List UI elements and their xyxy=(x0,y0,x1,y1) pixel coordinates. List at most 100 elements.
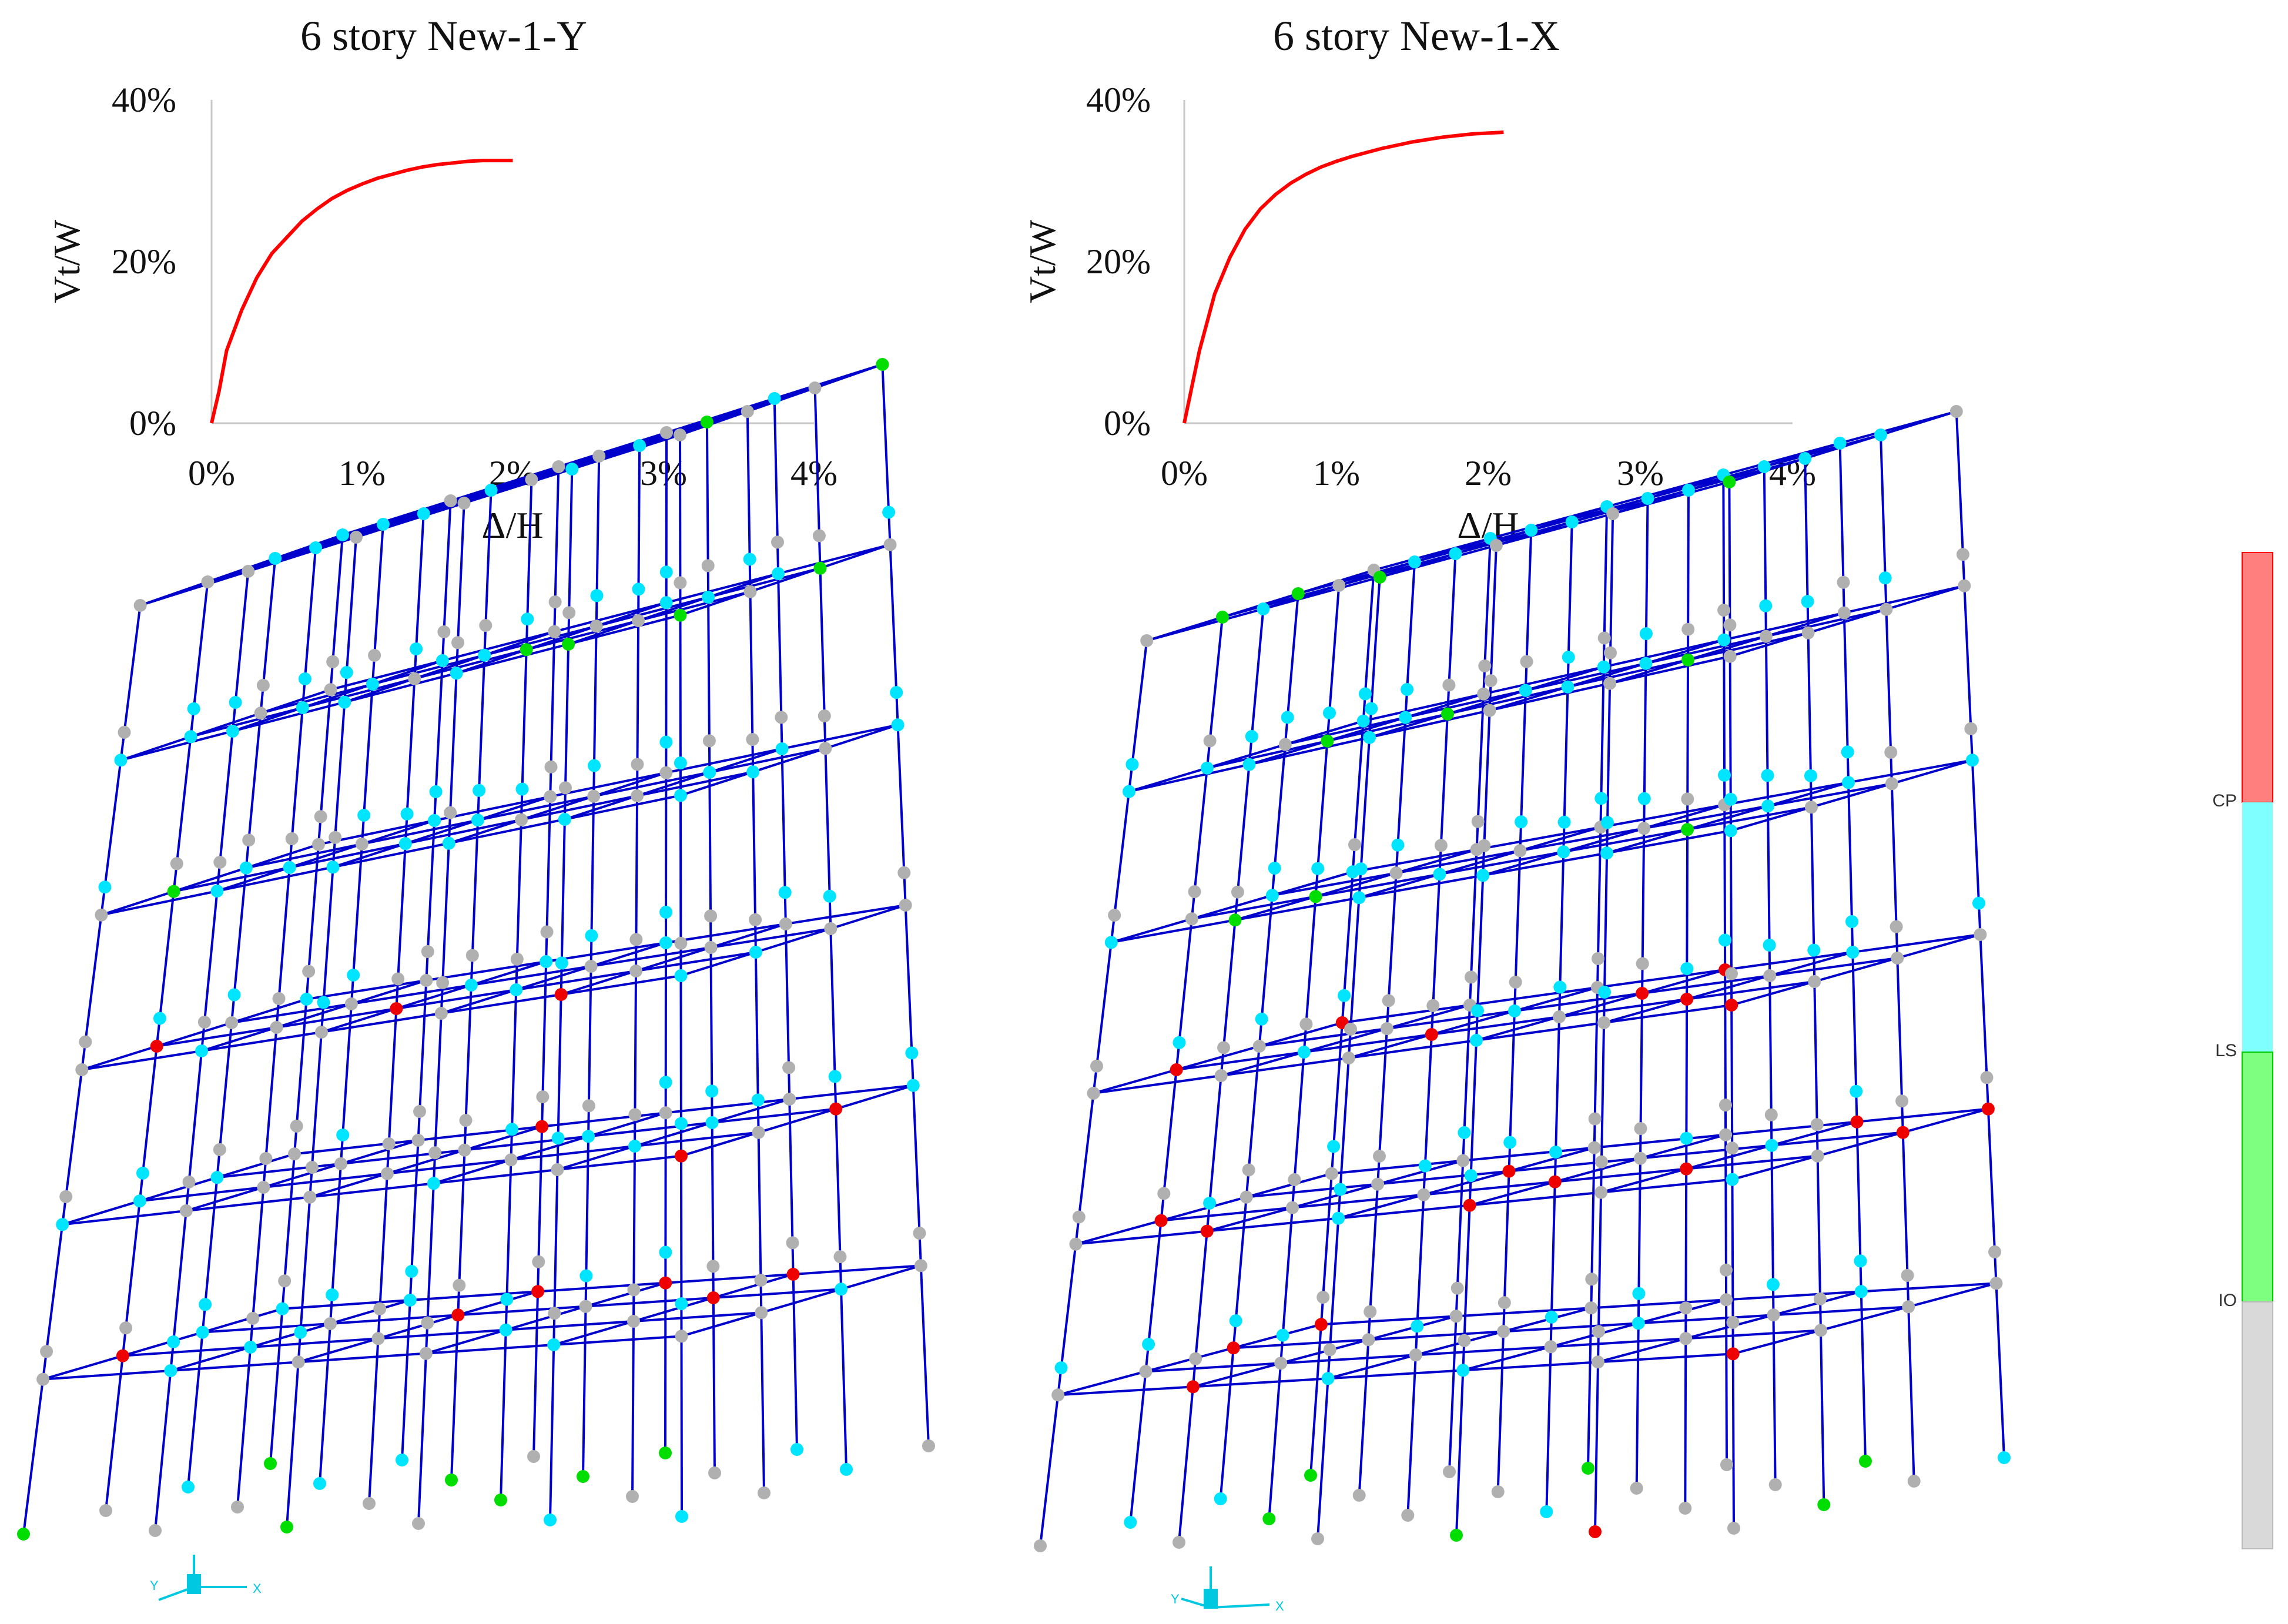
plastic-hinge xyxy=(786,1236,799,1250)
plastic-hinge xyxy=(906,1079,920,1092)
plastic-hinge xyxy=(659,766,673,779)
frame-member xyxy=(414,648,527,680)
plastic-hinge xyxy=(589,620,603,633)
plastic-hinge xyxy=(1814,1324,1827,1337)
frame-member xyxy=(680,771,753,797)
frame-member xyxy=(1509,1146,1595,1173)
plastic-hinge xyxy=(743,553,756,566)
frame-member xyxy=(708,572,779,598)
frame-member xyxy=(330,1314,458,1325)
frame-member xyxy=(1597,1352,1733,1364)
plastic-hinge xyxy=(882,505,896,519)
frame-member xyxy=(154,1370,172,1531)
plastic-hinge xyxy=(264,1457,277,1470)
y-axis-label: Vt/W xyxy=(46,219,88,303)
plastic-hinge xyxy=(153,1012,166,1025)
plastic-hinge xyxy=(382,1137,396,1151)
plastic-hinge xyxy=(226,725,239,738)
plastic-hinge xyxy=(1592,1355,1604,1369)
frame-member xyxy=(286,1362,300,1528)
plastic-hinge xyxy=(182,1176,196,1188)
plastic-hinge xyxy=(313,1477,326,1490)
plastic-hinge xyxy=(1589,1525,1602,1538)
plastic-hinge xyxy=(1470,1034,1483,1047)
frame-member xyxy=(333,842,450,869)
frame-member xyxy=(1249,736,1370,766)
frame-member xyxy=(1259,1022,1343,1047)
frame-member xyxy=(1309,1324,1322,1476)
frame-member xyxy=(260,683,373,715)
frame-member xyxy=(564,795,638,821)
frame-member xyxy=(269,1308,284,1464)
frame-member xyxy=(173,866,247,893)
plastic-hinge xyxy=(1637,822,1651,835)
frame-member xyxy=(81,1045,158,1071)
plastic-hinge xyxy=(675,1330,688,1343)
frame-member xyxy=(190,706,303,738)
frame-member xyxy=(410,1290,538,1301)
plastic-hinge xyxy=(1606,507,1620,520)
legend-segment-cp xyxy=(2242,552,2273,803)
frame-member xyxy=(1268,1363,1282,1519)
plastic-hinge xyxy=(1723,618,1737,632)
frame-member xyxy=(1559,992,1643,1018)
plastic-hinge xyxy=(1338,989,1351,1002)
plastic-hinge xyxy=(1173,1036,1186,1049)
x-tick-label: 1% xyxy=(1313,454,1360,493)
frame-member xyxy=(340,1139,419,1165)
frame-member xyxy=(1235,896,1359,922)
frame-member xyxy=(637,771,710,797)
frame-member xyxy=(585,1297,713,1308)
frame-member xyxy=(1600,1167,1687,1194)
plastic-hinge xyxy=(1411,1320,1424,1333)
frame-member xyxy=(680,951,756,977)
plastic-hinge xyxy=(283,861,296,874)
frame-member xyxy=(463,478,532,504)
frame-member xyxy=(417,1353,427,1524)
plastic-hinge xyxy=(133,599,147,612)
plastic-hinge xyxy=(1458,1126,1471,1139)
frame-member xyxy=(250,1322,331,1348)
plastic-hinge xyxy=(675,1297,688,1311)
plastic-hinge xyxy=(1895,1094,1909,1108)
frame-member xyxy=(315,523,384,549)
frame-member xyxy=(396,984,472,1010)
frame-member xyxy=(1161,1206,1293,1222)
frame-member xyxy=(634,1131,759,1147)
plastic-hinge xyxy=(429,785,443,798)
x-tick-label: 4% xyxy=(790,454,838,493)
frame-member xyxy=(1469,1180,1556,1207)
plastic-hinge xyxy=(1972,896,1985,910)
frame-member xyxy=(101,890,217,916)
plastic-hinge xyxy=(225,1016,239,1029)
frame-member xyxy=(356,513,424,538)
plastic-hinge xyxy=(1718,768,1731,782)
plastic-hinge xyxy=(288,1147,301,1161)
plastic-hinge xyxy=(408,672,421,685)
plastic-hinge xyxy=(1186,1380,1200,1394)
plastic-hinge xyxy=(350,531,363,544)
plastic-hinge xyxy=(782,1061,796,1074)
plastic-hinge xyxy=(285,832,299,845)
frame-member xyxy=(62,1200,140,1226)
frame-member xyxy=(638,590,751,622)
plastic-hinge xyxy=(1810,1118,1824,1131)
frame-member xyxy=(1423,1170,1510,1196)
plastic-hinge xyxy=(1759,629,1773,643)
frame-member xyxy=(713,1288,842,1299)
frame-member xyxy=(554,1335,682,1346)
frame-member xyxy=(1431,1010,1515,1036)
frame-member xyxy=(1687,806,1812,831)
plastic-hinge xyxy=(1465,970,1478,984)
plastic-hinge xyxy=(1859,1455,1872,1468)
plastic-hinge xyxy=(531,1285,545,1298)
hinge-legend: CP LS IO xyxy=(2212,552,2273,1549)
plastic-hinge xyxy=(1051,1388,1065,1402)
frame-member xyxy=(596,596,709,628)
plastic-hinge xyxy=(579,1269,593,1283)
plastic-hinge xyxy=(1471,1004,1484,1017)
frame-member xyxy=(585,1281,666,1308)
frame-member xyxy=(840,1289,847,1470)
frame-member xyxy=(712,1098,790,1124)
frame-member xyxy=(1525,662,1646,692)
